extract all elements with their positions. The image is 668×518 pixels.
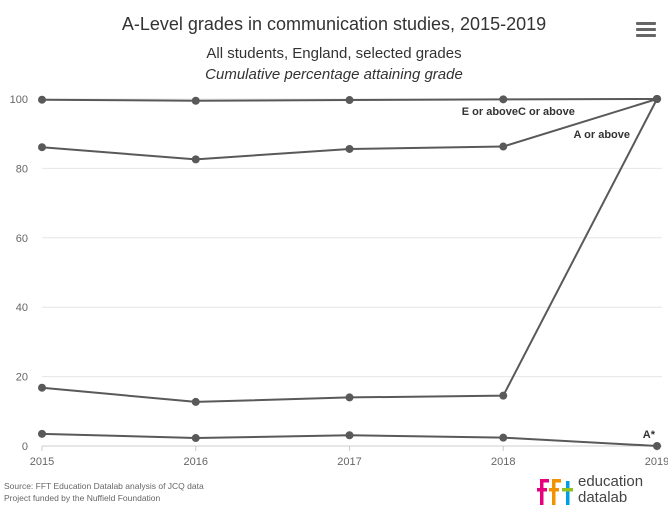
data-point [38, 95, 46, 104]
data-point [191, 397, 200, 406]
x-tick-label: 2018 [491, 456, 515, 468]
data-point [653, 95, 661, 103]
series-lines [38, 95, 661, 450]
data-point [191, 155, 200, 164]
data-point [38, 383, 46, 392]
logo-t-stem [566, 481, 570, 505]
x-tick-label: 2019 [645, 456, 668, 468]
y-tick-label: 20 [16, 372, 28, 384]
grid-lines [42, 98, 662, 378]
data-point [38, 143, 46, 152]
source-line-2: Project funded by the Nuffield Foundatio… [4, 493, 161, 503]
logo-f2-stem [552, 479, 556, 505]
series-label-c-or-above: C or above [518, 106, 575, 118]
data-point [653, 442, 661, 450]
logo-text: education datalab [578, 474, 643, 506]
data-point [499, 142, 508, 151]
line-chart: 0 20 40 60 80 100 2015 2016 2017 2018 2019 E or a… [10, 94, 668, 468]
chart-subtitle-italic: Cumulative percentage attaining grade [205, 66, 463, 83]
education-datalab-logo[interactable]: education datalab [536, 473, 666, 509]
y-tick-label: 0 [22, 441, 28, 453]
source-line-1: Source: FFT Education Datalab analysis o… [4, 481, 204, 491]
x-tick-label: 2015 [30, 456, 54, 468]
data-point [38, 429, 46, 438]
hamburger-menu-icon[interactable] [636, 22, 656, 40]
series-labels: E or above C or above A or above A* [462, 106, 656, 441]
data-point [191, 434, 200, 443]
data-point [345, 144, 354, 153]
data-point [345, 393, 354, 402]
chart-subtitle: All students, England, selected grades [206, 45, 462, 62]
x-axis: 2015 2016 2017 2018 2019 [30, 445, 668, 468]
logo-f1-bar [537, 488, 547, 492]
y-tick-label: 40 [16, 302, 28, 314]
series-label-a-star: A* [643, 429, 656, 441]
source-note: Source: FFT Education Datalab analysis o… [4, 480, 204, 504]
logo-f2-top [552, 479, 561, 483]
logo-t-bar [562, 488, 573, 492]
data-point [345, 96, 354, 105]
fft-logo-icon [537, 479, 573, 505]
logo-text-line-1: education [578, 473, 644, 490]
x-tick-label: 2016 [184, 456, 208, 468]
data-point [499, 95, 508, 104]
data-point [499, 433, 508, 442]
data-point [191, 96, 200, 105]
series-label-a-or-above: A or above [574, 129, 630, 141]
y-tick-label: 80 [16, 163, 28, 175]
series-label-e-or-above: E or above [462, 106, 518, 118]
y-axis-ticks: 0 20 40 60 80 100 [10, 94, 28, 453]
logo-f1-stem [540, 479, 544, 505]
chart-title: A-Level grades in communication studies,… [121, 14, 547, 34]
logo-f1-top [540, 479, 549, 483]
y-tick-label: 100 [10, 94, 28, 106]
data-point [499, 391, 508, 400]
logo-text-line-2: datalab [578, 489, 628, 506]
data-point [345, 431, 354, 440]
series-line-2 [41, 98, 658, 403]
logo-f2-bar [549, 488, 559, 492]
y-tick-label: 60 [16, 233, 28, 245]
x-tick-label: 2017 [337, 456, 361, 468]
